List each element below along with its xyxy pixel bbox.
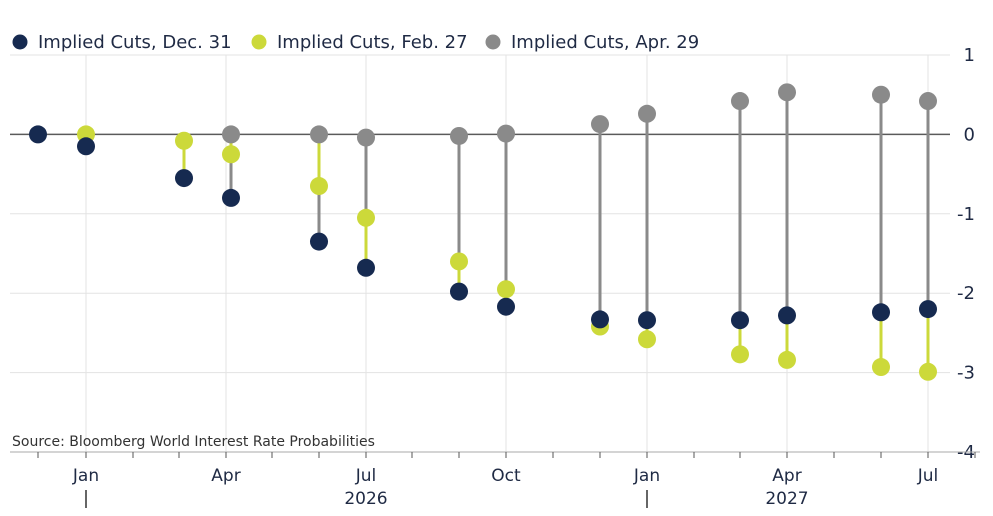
data-point: [638, 311, 656, 330]
x-year-label: 2026: [344, 489, 387, 509]
data-point: [175, 169, 193, 188]
x-tick-label: Apr: [772, 466, 801, 486]
data-point: [497, 297, 515, 316]
data-point: [450, 126, 468, 145]
x-tick-label: Jan: [72, 466, 99, 486]
x-tick-label: Oct: [491, 466, 521, 486]
data-point: [357, 208, 375, 227]
data-point: [450, 282, 468, 301]
y-tick-label: -3: [957, 363, 975, 384]
y-tick-label: -1: [957, 204, 975, 225]
data-point: [872, 358, 890, 377]
legend-label: Implied Cuts, Feb. 27: [277, 32, 468, 53]
y-tick-label: 1: [964, 45, 975, 66]
data-point: [638, 330, 656, 349]
data-point: [357, 258, 375, 277]
data-point: [638, 104, 656, 123]
data-point: [778, 350, 796, 369]
data-point: [357, 128, 375, 147]
legend-marker: [251, 34, 267, 50]
source-note: Source: Bloomberg World Interest Rate Pr…: [12, 434, 375, 450]
data-point: [919, 362, 937, 381]
data-point: [222, 145, 240, 164]
data-point: [731, 311, 749, 330]
data-point: [919, 92, 937, 111]
data-point: [310, 177, 328, 196]
legend-marker: [12, 34, 28, 50]
data-point: [731, 345, 749, 364]
data-point: [778, 306, 796, 325]
data-point: [497, 124, 515, 143]
x-tick-label: Jul: [355, 466, 377, 486]
data-point: [872, 303, 890, 322]
legend-label: Implied Cuts, Apr. 29: [511, 32, 699, 53]
data-point: [222, 188, 240, 207]
y-tick-label: 0: [964, 124, 975, 145]
data-point: [778, 83, 796, 102]
data-point: [222, 125, 240, 144]
points-layer: [29, 83, 937, 381]
legend: Implied Cuts, Dec. 31 Implied Cuts, Feb. …: [12, 32, 699, 53]
data-point: [872, 85, 890, 104]
x-tick-label: Jul: [917, 466, 939, 486]
data-point: [77, 137, 95, 156]
data-point: [731, 92, 749, 111]
data-point: [591, 115, 609, 134]
y-tick-label: -2: [957, 283, 975, 304]
data-point: [310, 232, 328, 251]
data-point: [310, 125, 328, 144]
data-point: [919, 300, 937, 319]
x-tick-label: Jan: [633, 466, 660, 486]
data-point: [497, 280, 515, 299]
legend-label: Implied Cuts, Dec. 31: [38, 32, 232, 53]
data-point: [175, 131, 193, 150]
x-year-label: 2027: [765, 489, 808, 509]
legend-marker: [485, 34, 501, 50]
data-point: [450, 252, 468, 271]
grid-layer: [10, 54, 950, 453]
data-point: [29, 125, 47, 144]
x-tick-label: Apr: [211, 466, 240, 486]
data-point: [591, 310, 609, 329]
